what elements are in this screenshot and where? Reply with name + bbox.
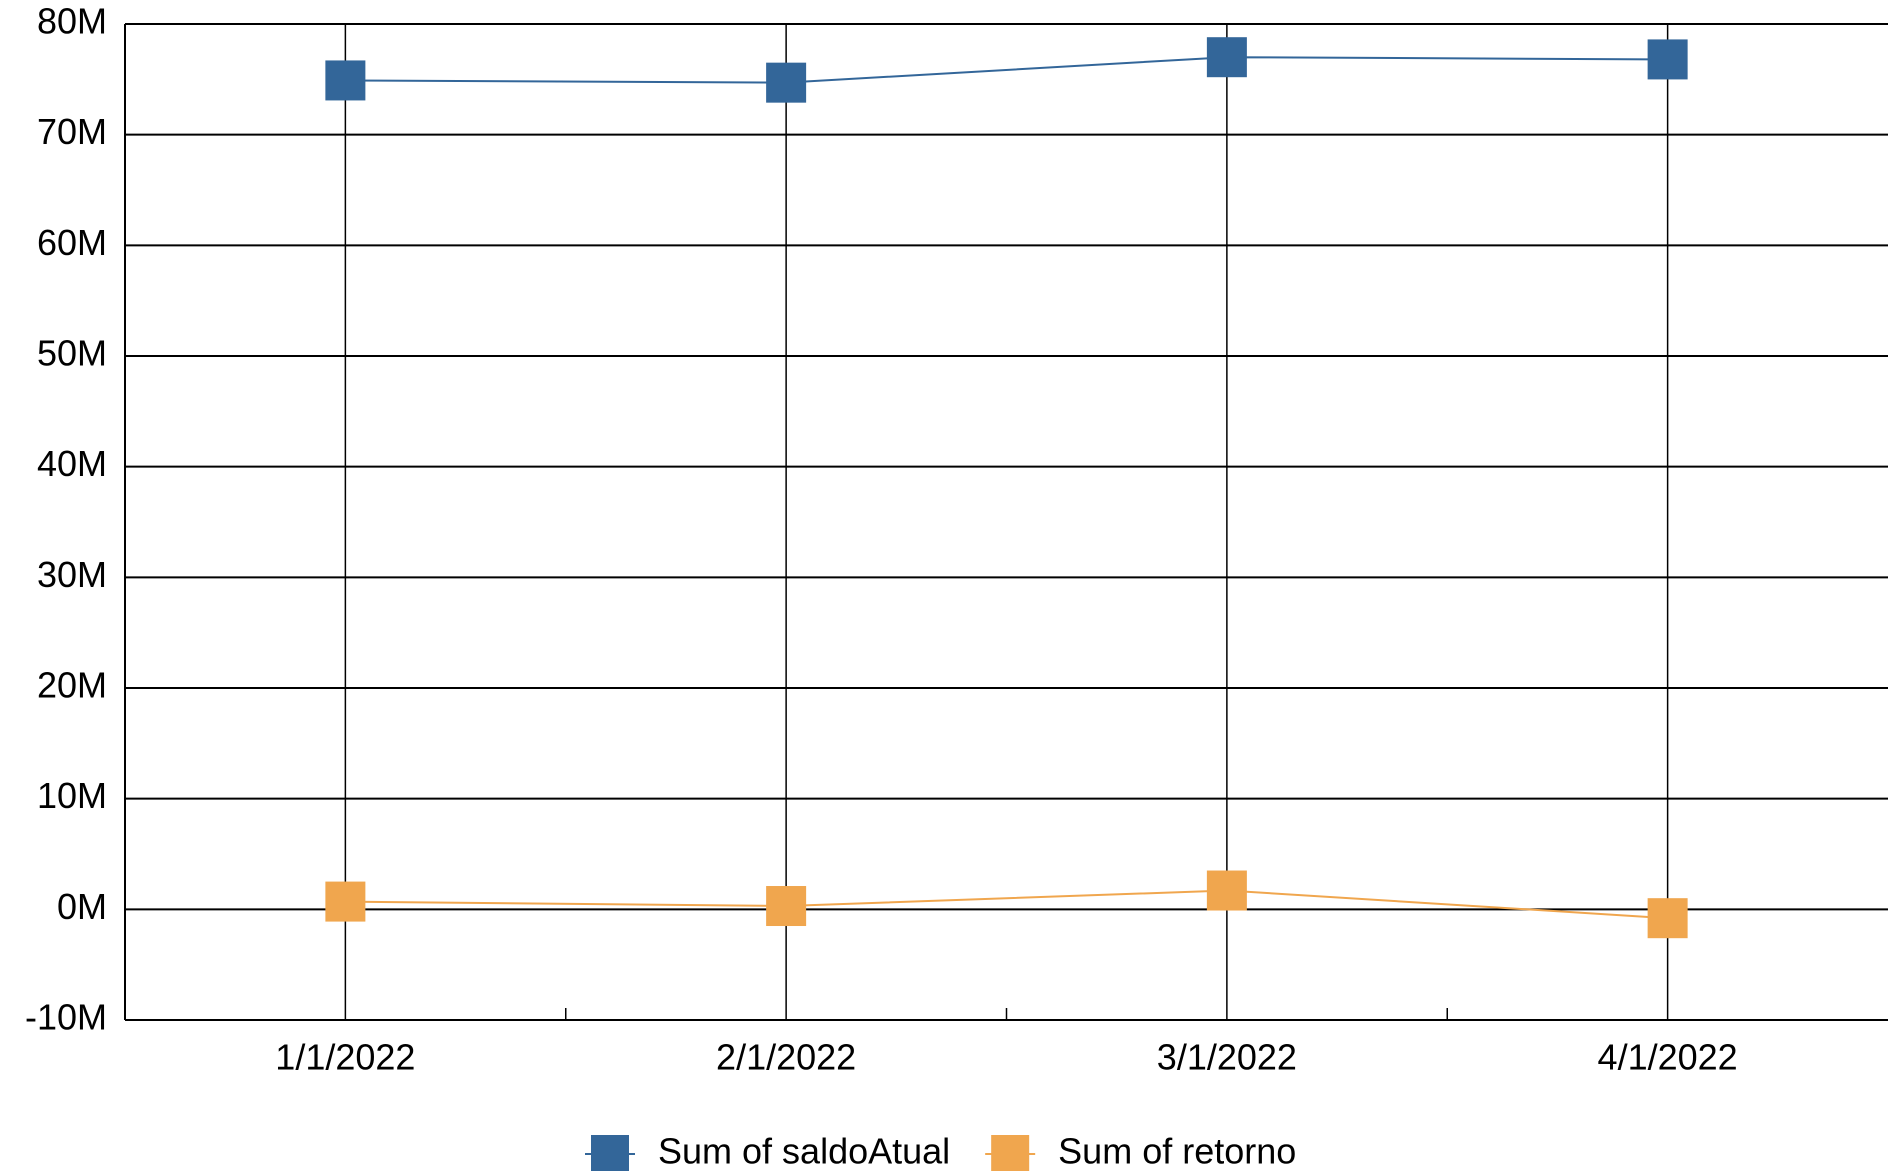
x-tick-label: 1/1/2022 — [275, 1037, 415, 1078]
y-tick-label: 20M — [37, 665, 107, 706]
legend-label: Sum of saldoAtual — [658, 1131, 950, 1171]
y-tick-label: 60M — [37, 222, 107, 263]
y-tick-label: 0M — [57, 886, 107, 927]
x-tick-label: 4/1/2022 — [1598, 1037, 1738, 1078]
point-marker — [766, 62, 807, 103]
point-marker — [1206, 37, 1247, 78]
y-tick-label: 10M — [37, 775, 107, 816]
y-tick-label: 40M — [37, 443, 107, 484]
point-marker — [1206, 870, 1247, 911]
y-tick-label: -10M — [25, 997, 107, 1038]
x-tick-label: 3/1/2022 — [1157, 1037, 1297, 1078]
point-marker — [1647, 39, 1688, 80]
point-marker — [766, 886, 807, 927]
series-line — [345, 56, 1668, 84]
y-tick-label: 50M — [37, 333, 107, 374]
legend-label: Sum of retorno — [1058, 1131, 1296, 1171]
x-tick-label: 2/1/2022 — [716, 1037, 856, 1078]
series-line — [345, 889, 1668, 920]
legend-marker — [991, 1135, 1030, 1173]
point-marker — [1647, 898, 1688, 939]
point-marker — [325, 881, 366, 922]
y-tick-label: 30M — [37, 554, 107, 595]
point-marker — [325, 60, 366, 101]
y-tick-label: 80M — [37, 1, 107, 42]
legend-marker — [591, 1135, 629, 1173]
y-tick-label: 70M — [37, 111, 107, 152]
